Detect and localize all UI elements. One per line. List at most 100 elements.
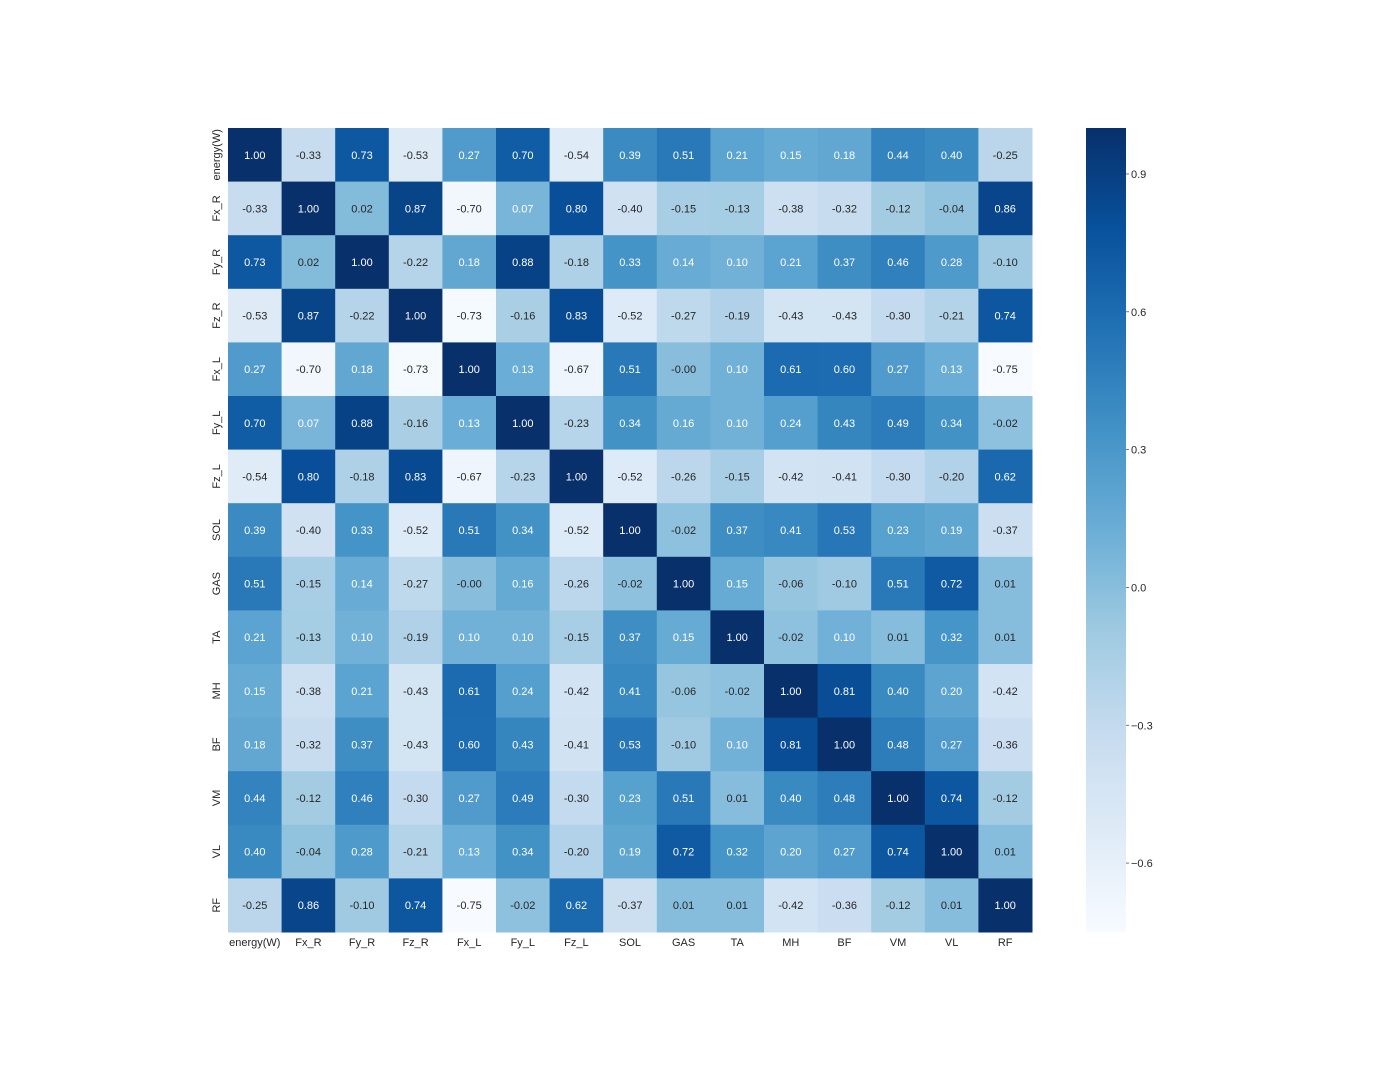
cell-value-label: -0.15 [564, 632, 589, 644]
cell-value-label: -0.21 [939, 311, 964, 323]
cell-value-label: -0.42 [778, 900, 803, 912]
cell-value-label: -0.22 [403, 257, 428, 269]
heatmap-cell [871, 449, 926, 504]
heatmap-cell [924, 342, 979, 397]
heatmap-cell [710, 342, 765, 397]
cell-value-label: 0.01 [994, 847, 1015, 859]
heatmap-cell [549, 396, 604, 451]
cell-value-label: 0.24 [780, 418, 801, 430]
heatmap-cell [978, 664, 1033, 719]
heatmap-cell [871, 824, 926, 879]
cell-value-label: 0.80 [566, 203, 587, 215]
heatmap-cell [978, 288, 1033, 343]
heatmap-cell [549, 235, 604, 290]
heatmap-cell [924, 288, 979, 343]
heatmap-cell [549, 288, 604, 343]
heatmap-cell [710, 824, 765, 879]
y-tick-label: VL [211, 845, 223, 858]
cell-value-label: 0.88 [512, 257, 533, 269]
x-tick-label: energy(W) [229, 937, 280, 949]
cell-value-label: 0.51 [887, 579, 908, 591]
cell-value-label: 0.10 [726, 364, 747, 376]
heatmap-cell [710, 717, 765, 772]
heatmap-cell [228, 235, 283, 290]
heatmap-cell [817, 503, 872, 558]
heatmap-cell [978, 878, 1033, 933]
cell-value-label: -0.37 [993, 525, 1018, 537]
cell-value-label: 0.27 [834, 847, 855, 859]
cell-value-label: -0.26 [564, 579, 589, 591]
heatmap-cell [817, 824, 872, 879]
heatmap-cell [871, 181, 926, 236]
heatmap-cell [496, 664, 551, 719]
x-tick-label: VL [945, 937, 958, 949]
heatmap-cell [335, 288, 390, 343]
heatmap-cell [496, 556, 551, 611]
heatmap-cell [603, 717, 658, 772]
cell-value-label: 0.02 [298, 257, 319, 269]
heatmap-cell [281, 288, 336, 343]
heatmap-cell [978, 449, 1033, 504]
heatmap-cell [388, 824, 443, 879]
cell-value-label: -0.13 [725, 203, 750, 215]
heatmap-cell [281, 396, 336, 451]
cell-value-label: 0.13 [458, 847, 479, 859]
heatmap-cell [871, 717, 926, 772]
cell-value-label: -0.12 [885, 900, 910, 912]
cell-value-label: 0.43 [834, 418, 855, 430]
cell-value-label: -0.02 [993, 418, 1018, 430]
y-tick-label: SOL [211, 519, 223, 541]
cell-value-label: -0.70 [457, 203, 482, 215]
heatmap-cell [603, 396, 658, 451]
heatmap-cell [228, 664, 283, 719]
cell-value-label: -0.42 [993, 686, 1018, 698]
heatmap-cell [871, 396, 926, 451]
cell-value-label: 0.10 [351, 632, 372, 644]
heatmap-cell [656, 717, 711, 772]
heatmap-cell [496, 503, 551, 558]
y-tick-label: Fy_L [211, 411, 223, 435]
cell-value-label: 0.34 [619, 418, 640, 430]
heatmap-cell [281, 824, 336, 879]
cell-value-label: -0.43 [403, 739, 428, 751]
cell-value-label: -0.36 [993, 739, 1018, 751]
heatmap-cell [549, 449, 604, 504]
heatmap-cell [603, 503, 658, 558]
cell-value-label: 0.20 [941, 686, 962, 698]
cell-value-label: 0.13 [458, 418, 479, 430]
x-tick-label: BF [837, 937, 851, 949]
heatmap-cell [656, 396, 711, 451]
heatmap-cell [603, 235, 658, 290]
heatmap-cell [656, 878, 711, 933]
heatmap-cell [281, 556, 336, 611]
heatmap-cell [710, 288, 765, 343]
y-tick-label: Fz_R [211, 302, 223, 328]
cell-value-label: 0.37 [834, 257, 855, 269]
heatmap-cell [496, 449, 551, 504]
heatmap-cell [978, 503, 1033, 558]
heatmap-cell [764, 556, 819, 611]
heatmap-cell [388, 128, 443, 183]
x-tick-label: MH [782, 937, 799, 949]
cell-value-label: -0.04 [296, 847, 321, 859]
cell-value-label: -0.52 [403, 525, 428, 537]
heatmap-cell [442, 128, 497, 183]
cell-value-label: 0.80 [298, 471, 319, 483]
cell-value-label: 0.44 [244, 793, 265, 805]
cell-value-label: 1.00 [566, 471, 587, 483]
cell-value-label: -0.41 [832, 471, 857, 483]
heatmap-cell [817, 449, 872, 504]
colorbar-tick-label: 0.0 [1131, 582, 1146, 594]
cell-value-label: 1.00 [298, 203, 319, 215]
heatmap-cell [335, 824, 390, 879]
heatmap-cell [549, 128, 604, 183]
heatmap-cell [335, 449, 390, 504]
heatmap-cell [764, 878, 819, 933]
cell-value-label: -0.43 [778, 311, 803, 323]
cell-value-label: 0.88 [351, 418, 372, 430]
cell-value-label: -0.40 [296, 525, 321, 537]
heatmap-cell [228, 771, 283, 826]
cell-value-label: -0.19 [725, 311, 750, 323]
heatmap-cell [871, 556, 926, 611]
